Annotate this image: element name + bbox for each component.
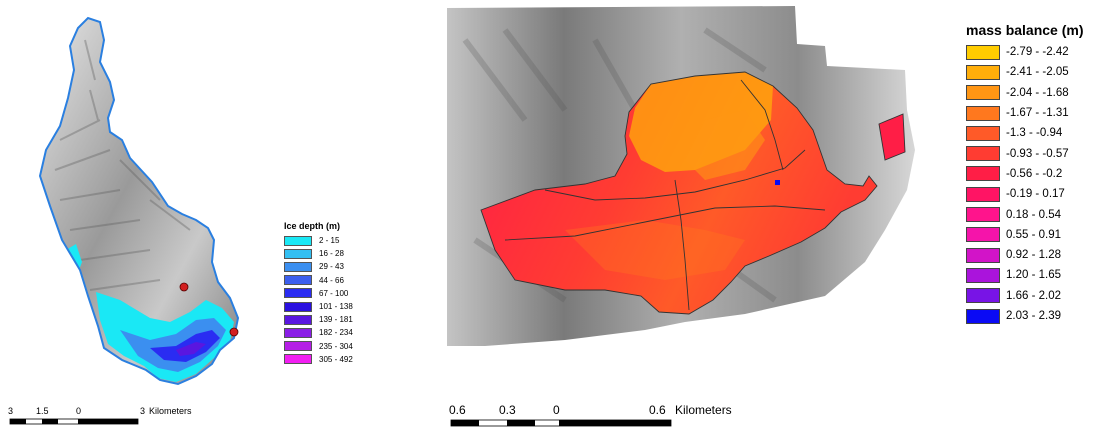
legend-item: 182 - 234 xyxy=(284,326,374,339)
legend-label: -1.3 - -0.94 xyxy=(1006,127,1063,140)
legend-label: 235 - 304 xyxy=(319,341,353,351)
legend-swatch xyxy=(966,85,1000,101)
legend-swatch xyxy=(966,207,1000,223)
scale-bar-graphic xyxy=(9,418,139,425)
legend-label: 44 - 66 xyxy=(319,275,344,285)
legend-label: 101 - 138 xyxy=(319,302,353,312)
legend-label: -2.79 - -2.42 xyxy=(1006,46,1069,59)
legend-item: 0.55 - 0.91 xyxy=(960,225,1095,245)
legend-swatch xyxy=(966,267,1000,283)
legend-label: -2.04 - -1.68 xyxy=(1006,86,1069,99)
ice-depth-legend: Ice depth (m) 2 - 15 16 - 28 29 - 43 44 - 6… xyxy=(284,221,374,366)
legend-label: 2 - 15 xyxy=(319,236,340,246)
legend-swatch xyxy=(966,288,1000,304)
legend-item: -2.41 - -2.05 xyxy=(960,62,1095,82)
legend-swatch xyxy=(284,248,312,259)
legend-swatch xyxy=(966,166,1000,182)
scale-tick: 1.5 xyxy=(36,406,49,416)
legend-item: 0.92 - 1.28 xyxy=(960,245,1095,265)
legend-swatch xyxy=(966,247,1000,263)
legend-item: 67 - 100 xyxy=(284,287,374,300)
legend-label: 182 - 234 xyxy=(319,328,353,338)
legend-label: -1.67 - -1.31 xyxy=(1006,107,1069,120)
legend-label: 2.03 - 2.39 xyxy=(1006,310,1061,322)
legend-item: 44 - 66 xyxy=(284,274,374,287)
red-point-marker[interactable] xyxy=(179,282,189,292)
scale-unit: Kilometers xyxy=(149,406,192,416)
legend-label: 1.66 - 2.02 xyxy=(1006,289,1061,302)
legend-swatch xyxy=(966,105,1000,121)
scale-tick: 0 xyxy=(553,403,560,417)
scale-tick: 0 xyxy=(76,406,81,416)
legend-swatch xyxy=(284,314,312,325)
legend-swatch xyxy=(966,146,1000,162)
legend-item: -2.04 - -1.68 xyxy=(960,83,1095,103)
legend-item: 305 - 492 xyxy=(284,353,374,366)
legend-item: 16 - 28 xyxy=(284,247,374,260)
legend-item: 1.66 - 2.02 xyxy=(960,286,1095,306)
legend-item: -0.93 - -0.57 xyxy=(960,143,1095,163)
scale-unit: Kilometers xyxy=(675,403,732,417)
basin-relief xyxy=(39,17,239,385)
glacier-mass-balance xyxy=(480,71,906,315)
legend-swatch xyxy=(966,308,1000,324)
legend-label: -0.93 - -0.57 xyxy=(1006,147,1069,160)
legend-swatch xyxy=(284,235,312,246)
scale-tick: 0.6 xyxy=(649,403,666,417)
legend-item: 101 - 138 xyxy=(284,300,374,313)
legend-swatch xyxy=(966,227,1000,243)
legend-label: 16 - 28 xyxy=(319,249,344,259)
legend-item: -1.67 - -1.31 xyxy=(960,103,1095,123)
scale-tick: 3 xyxy=(140,406,145,416)
legend-swatch xyxy=(966,125,1000,141)
scalebar-right: 0.6 0.3 0 0.6 Kilometers xyxy=(449,403,732,427)
legend-item: 2 - 15 xyxy=(284,234,374,247)
legend-swatch xyxy=(966,44,1000,60)
legend-swatch xyxy=(284,354,312,365)
legend-label: 0.55 - 0.91 xyxy=(1006,228,1061,241)
legend-item: 1.20 - 1.65 xyxy=(960,265,1095,285)
legend-item: -1.3 - -0.94 xyxy=(960,123,1095,143)
legend-label: 1.20 - 1.65 xyxy=(1006,269,1061,282)
legend-title: mass balance (m) xyxy=(966,22,1084,38)
legend-label: 0.92 - 1.28 xyxy=(1006,249,1061,262)
legend-label: 29 - 43 xyxy=(319,262,344,272)
scalebar-left: 3 1.5 0 3 Kilometers xyxy=(8,406,192,425)
positive-pixel xyxy=(775,180,780,185)
legend-item: -0.19 - 0.17 xyxy=(960,184,1095,204)
legend-swatch xyxy=(966,186,1000,202)
legend-label: 305 - 492 xyxy=(319,354,353,364)
mass-balance-map[interactable] xyxy=(445,0,960,370)
legend-swatch xyxy=(284,275,312,286)
ice-depth-map[interactable] xyxy=(0,0,270,400)
legend-item: 139 - 181 xyxy=(284,313,374,326)
red-point-marker[interactable] xyxy=(229,327,239,337)
legend-label: 139 - 181 xyxy=(319,315,353,325)
legend-swatch xyxy=(284,261,312,272)
legend-item: 2.03 - 2.39 xyxy=(960,306,1095,326)
legend-swatch xyxy=(284,301,312,312)
legend-swatch xyxy=(284,341,312,352)
scale-tick: 3 xyxy=(8,406,13,416)
legend-title: Ice depth (m) xyxy=(284,221,341,231)
legend-label: -0.19 - 0.17 xyxy=(1006,188,1065,201)
legend-item: 235 - 304 xyxy=(284,340,374,353)
legend-swatch xyxy=(966,64,1000,80)
legend-label: 0.18 - 0.54 xyxy=(1006,208,1061,221)
legend-item: -2.79 - -2.42 xyxy=(960,42,1095,62)
scale-bar-graphic xyxy=(450,419,672,427)
legend-swatch xyxy=(284,327,312,338)
legend-label: -2.41 - -2.05 xyxy=(1006,66,1069,79)
legend-label: -0.56 - -0.2 xyxy=(1006,167,1063,180)
legend-label: 67 - 100 xyxy=(319,288,349,298)
scale-tick: 0.6 xyxy=(449,403,466,417)
legend-item: 29 - 43 xyxy=(284,260,374,273)
mass-balance-legend: mass balance (m) -2.79 - -2.42 -2.41 - -2… xyxy=(960,22,1095,326)
scale-tick: 0.3 xyxy=(499,403,516,417)
legend-item: 0.18 - 0.54 xyxy=(960,204,1095,224)
legend-item: -0.56 - -0.2 xyxy=(960,164,1095,184)
legend-swatch xyxy=(284,288,312,299)
